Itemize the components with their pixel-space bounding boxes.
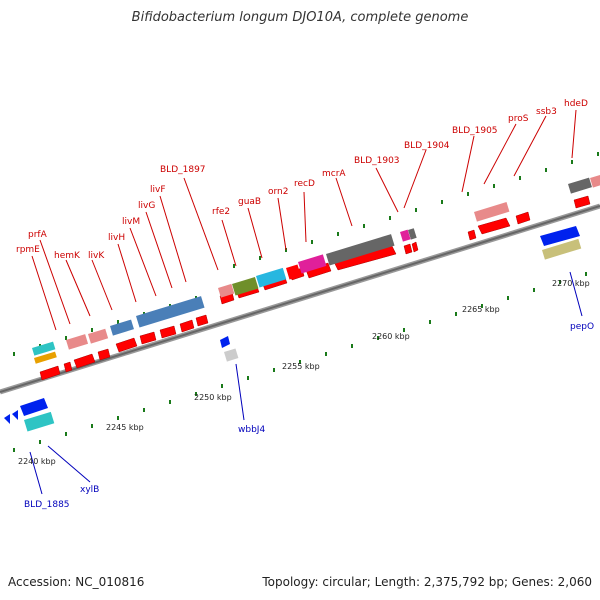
gene-label-BLD_1903: BLD_1903 bbox=[354, 156, 400, 166]
gene-label-livG: livG bbox=[138, 201, 155, 211]
gene-label-rfe2: rfe2 bbox=[212, 207, 230, 217]
genome-summary: Topology: circular; Length: 2,375,792 bp… bbox=[262, 575, 592, 589]
bottom-gene-labels: BLD_1885 xylB wbbJ4 pepO bbox=[24, 322, 594, 510]
gene-label-orn2: orn2 bbox=[268, 187, 288, 197]
tick-row-lower bbox=[13, 272, 587, 452]
scale-label-2260: 2260 kbp bbox=[372, 332, 410, 341]
gene-label-livH: livH bbox=[108, 233, 125, 243]
gene-label-hemK: hemK bbox=[54, 251, 81, 261]
bottom-label-lines bbox=[29, 271, 583, 495]
gene-label-wbbJ4: wbbJ4 bbox=[238, 425, 265, 435]
gene-label-BLD_1905: BLD_1905 bbox=[452, 126, 498, 136]
gene-label-xylB: xylB bbox=[80, 485, 99, 495]
accession-label: Accession: NC_010816 bbox=[8, 575, 145, 589]
gene-label-rpmE: rpmE bbox=[16, 245, 40, 255]
feature-bands bbox=[32, 174, 600, 364]
gene-label-livF: livF bbox=[150, 185, 166, 195]
cds-features-reverse bbox=[4, 226, 582, 432]
scale-label-2245: 2245 kbp bbox=[106, 423, 144, 432]
gene-label-prfA: prfA bbox=[28, 230, 48, 240]
gene-label-hdeD: hdeD bbox=[564, 99, 588, 109]
gene-label-recD: recD bbox=[294, 179, 315, 189]
gene-label-pepO: pepO bbox=[570, 322, 594, 332]
scale-label-2265: 2265 kbp bbox=[462, 305, 500, 314]
gene-label-BLD_1897: BLD_1897 bbox=[160, 165, 206, 175]
scale-label-2270: 2270 kbp bbox=[552, 279, 590, 288]
top-gene-labels: rpmE prfA hemK livK livH livM livG livF … bbox=[16, 99, 588, 261]
scale-label-2240: 2240 kbp bbox=[18, 457, 56, 466]
top-label-lines bbox=[31, 109, 577, 331]
gene-label-ssb3: ssb3 bbox=[536, 107, 557, 117]
gene-label-proS: proS bbox=[508, 114, 529, 124]
scale-labels: 2240 kbp 2245 kbp 2250 kbp 2255 kbp 2260… bbox=[18, 279, 590, 466]
backbone bbox=[0, 203, 600, 395]
gene-label-BLD_1885: BLD_1885 bbox=[24, 500, 70, 510]
gene-label-mcrA: mcrA bbox=[322, 169, 346, 179]
gene-label-BLD_1904: BLD_1904 bbox=[404, 141, 450, 151]
gene-label-livM: livM bbox=[122, 217, 140, 227]
gene-label-livK: livK bbox=[88, 251, 105, 261]
genome-title: Bifidobacterium longum DJO10A, complete … bbox=[131, 10, 469, 25]
scale-label-2255: 2255 kbp bbox=[282, 362, 320, 371]
scale-label-2250: 2250 kbp bbox=[194, 393, 232, 402]
gene-label-guaB: guaB bbox=[238, 197, 261, 207]
